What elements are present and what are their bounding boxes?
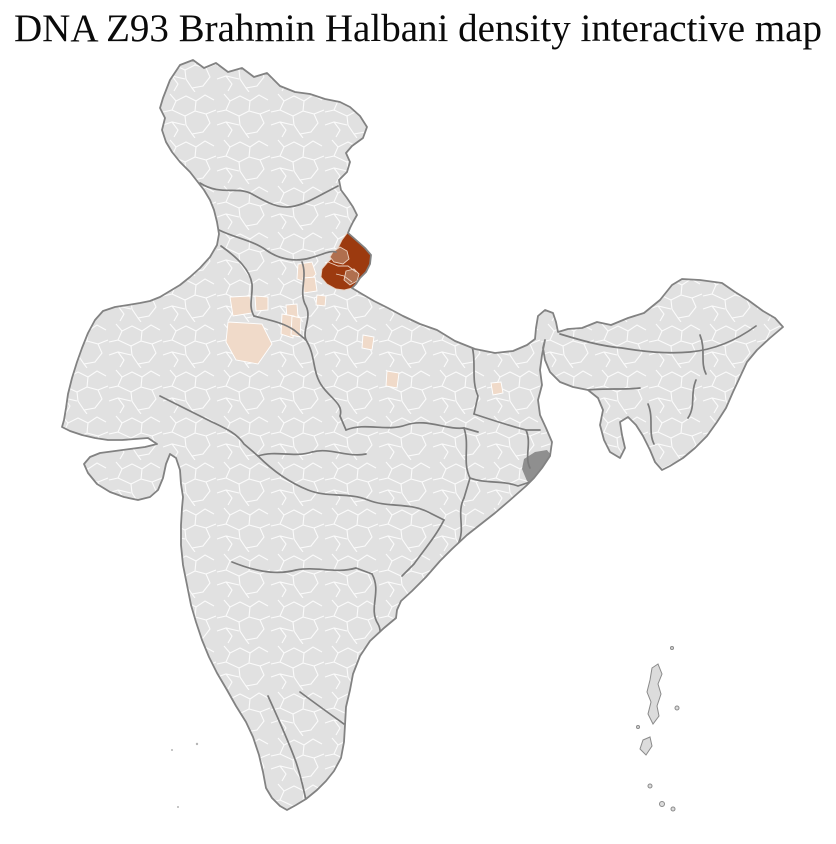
lakshadweep-islands [171,742,199,808]
district-low[interactable] [302,276,318,294]
page-title: DNA Z93 Brahmin Halbani density interact… [14,7,822,50]
state-borders [159,182,757,801]
district-low[interactable] [225,321,273,365]
india-outline [61,59,784,811]
district-mesh [62,60,783,810]
district-low[interactable] [361,334,375,351]
district-low[interactable] [254,295,269,312]
cluster-inner-borders [327,261,357,283]
district-low[interactable] [385,370,400,389]
district-low[interactable] [315,294,327,307]
district-low[interactable] [490,381,504,396]
andaman-islands[interactable] [636,646,680,812]
district-low[interactable] [229,295,253,317]
